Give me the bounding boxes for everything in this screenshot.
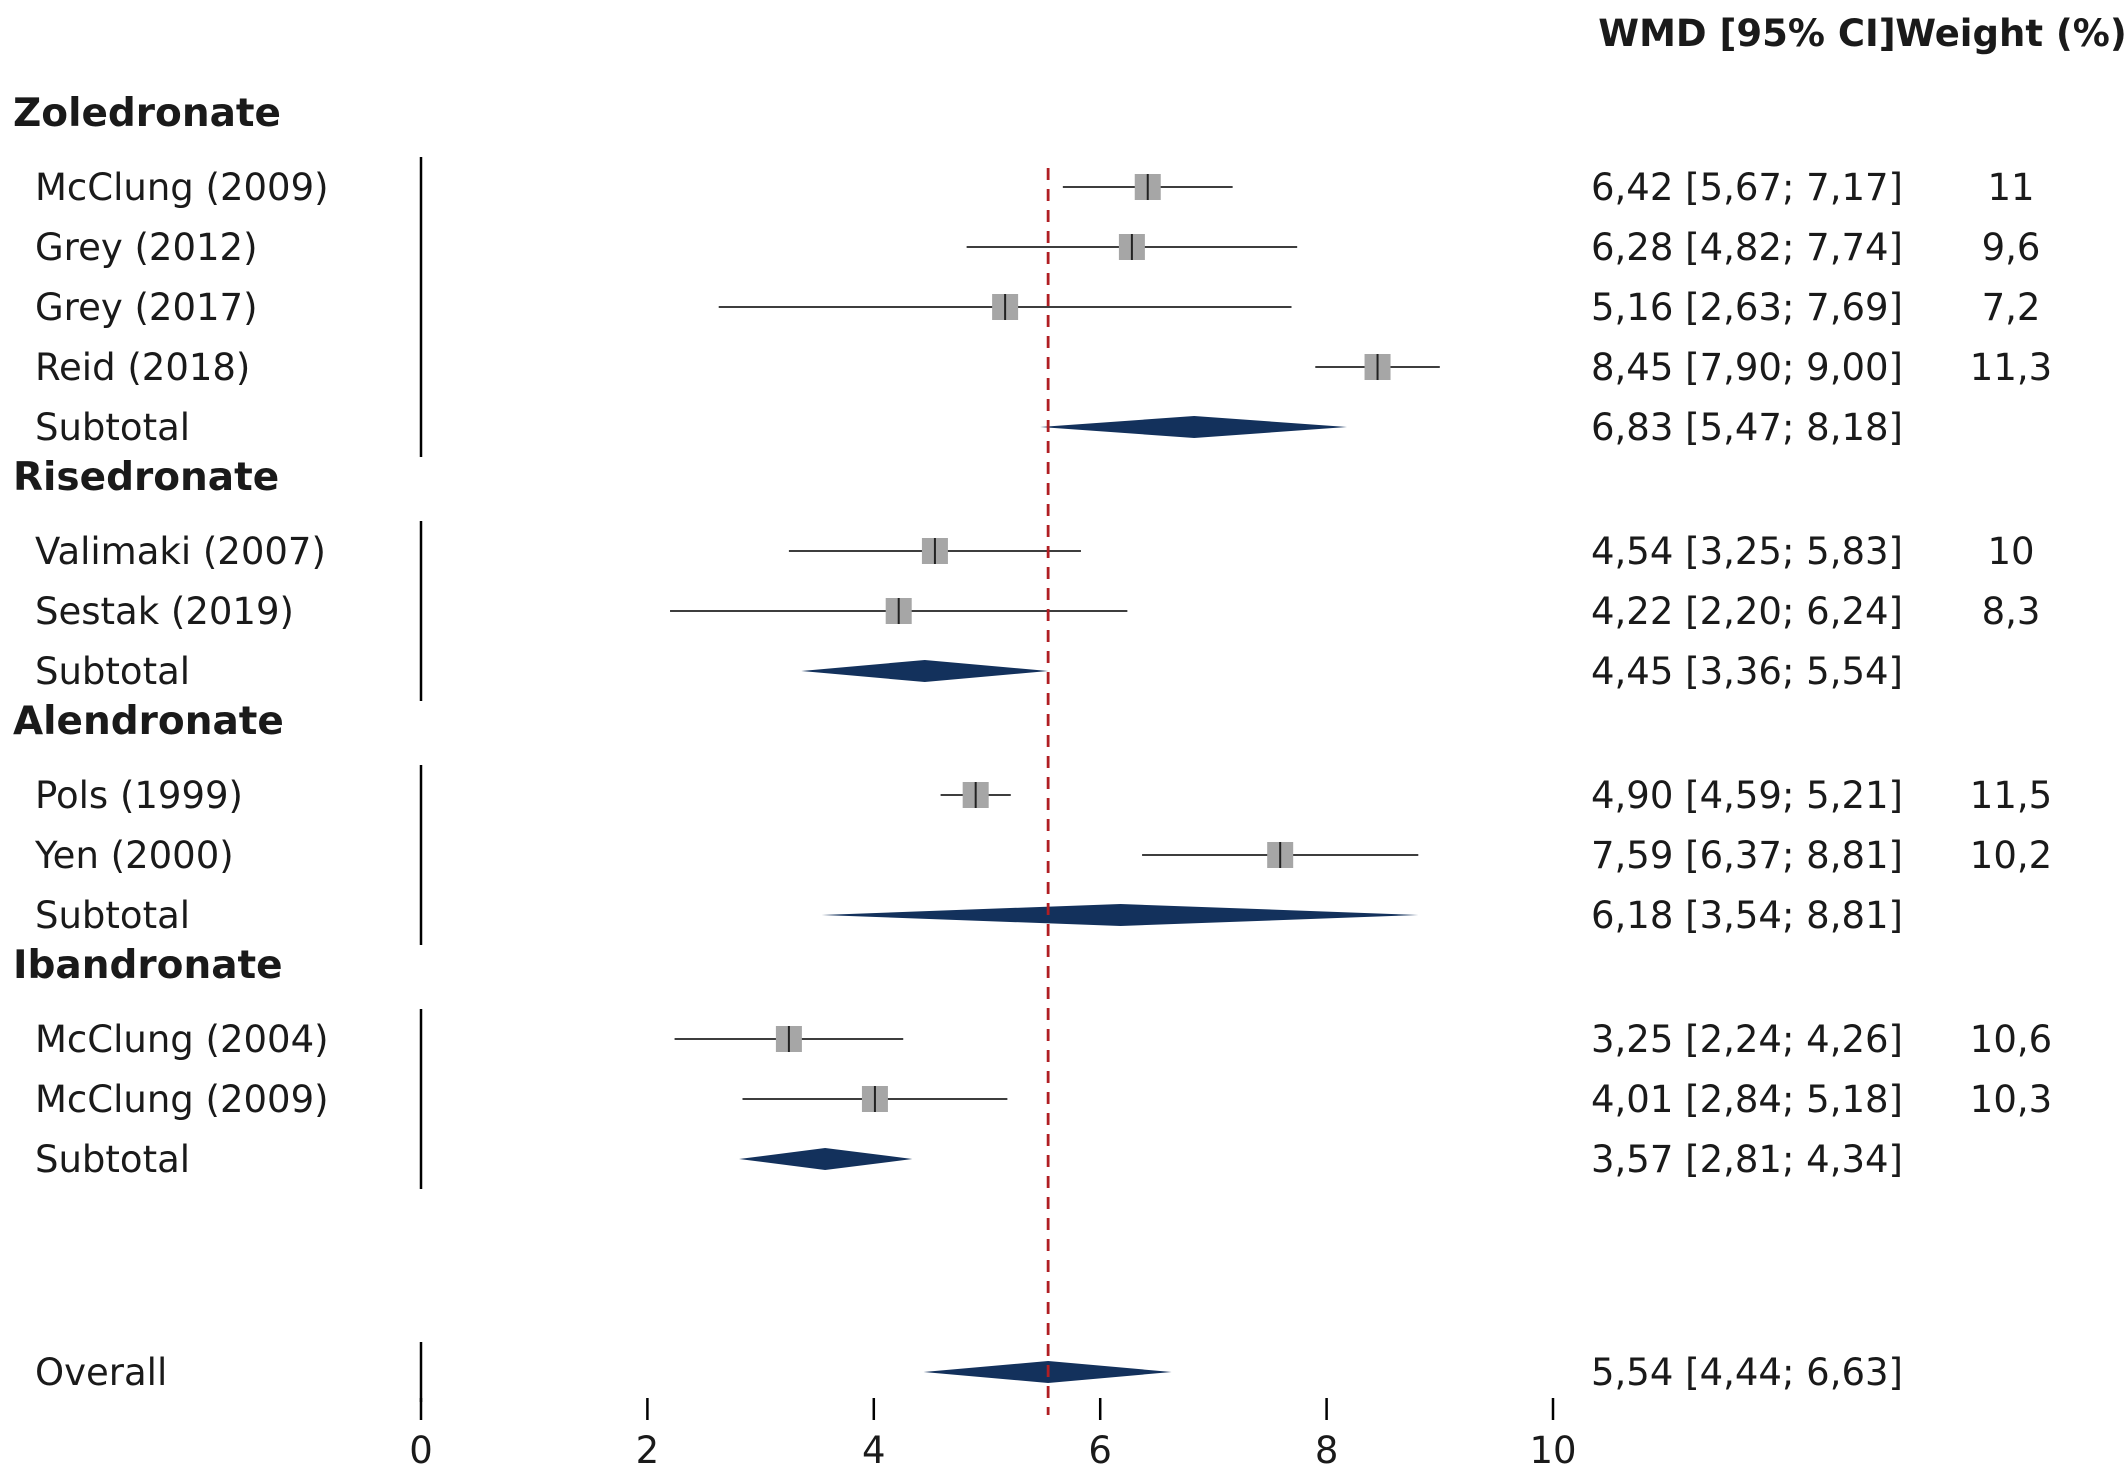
- subtotal-estimate-value: 6,18 [3,54; 8,81]: [1591, 894, 1903, 937]
- weight-value: 9,6: [1982, 226, 2041, 269]
- estimate-value: 6,28 [4,82; 7,74]: [1591, 226, 1903, 269]
- weight-value: 10,6: [1970, 1018, 2052, 1061]
- x-tick-label: 2: [636, 1429, 660, 1472]
- study-label: McClung (2004): [35, 1018, 329, 1061]
- group-header: Risedronate: [13, 455, 279, 500]
- overall-estimate-value: 5,54 [4,44; 6,63]: [1591, 1351, 1903, 1394]
- x-tick-label: 8: [1315, 1429, 1339, 1472]
- group-header: Alendronate: [13, 699, 284, 744]
- weight-value: 10,2: [1970, 834, 2052, 877]
- column-headers: WMD [95% CI] Weight (%): [1598, 12, 2126, 55]
- weight-value: 10: [1987, 530, 2034, 573]
- weight-value: 8,3: [1982, 590, 2041, 633]
- x-tick-label: 10: [1529, 1429, 1576, 1472]
- estimate-value: 3,25 [2,24; 4,26]: [1591, 1018, 1903, 1061]
- weight-value: 11,3: [1970, 346, 2052, 389]
- estimate-value: 8,45 [7,90; 9,00]: [1591, 346, 1903, 389]
- weight-value: 11,5: [1970, 774, 2052, 817]
- estimate-value: 5,16 [2,63; 7,69]: [1591, 286, 1903, 329]
- forest-rows: Zoledronate McClung (2009) 6,42 [5,67; 7,1…: [13, 91, 2052, 1415]
- study-label: Grey (2012): [35, 226, 258, 269]
- overall-label: Overall: [35, 1351, 167, 1394]
- subtotal-estimate-value: 4,45 [3,36; 5,54]: [1591, 650, 1903, 693]
- weight-value: 11: [1987, 166, 2034, 209]
- x-axis: 0 2 4 6 8 10: [409, 157, 1577, 1472]
- estimate-value: 4,90 [4,59; 5,21]: [1591, 774, 1903, 817]
- weight-value: 7,2: [1982, 286, 2041, 329]
- subtotal-diamond: [821, 904, 1419, 926]
- subtotal-estimate-value: 3,57 [2,81; 4,34]: [1591, 1138, 1903, 1181]
- estimate-value: 4,22 [2,20; 6,24]: [1591, 590, 1903, 633]
- estimate-value: 4,54 [3,25; 5,83]: [1591, 530, 1903, 573]
- subtotal-label: Subtotal: [35, 894, 190, 937]
- x-tick-label: 6: [1088, 1429, 1112, 1472]
- study-label: Reid (2018): [35, 346, 250, 389]
- study-label: McClung (2009): [35, 166, 329, 209]
- group-header: Zoledronate: [13, 91, 281, 136]
- estimate-value: 6,42 [5,67; 7,17]: [1591, 166, 1903, 209]
- subtotal-diamond: [739, 1148, 913, 1170]
- study-label: Grey (2017): [35, 286, 258, 329]
- subtotal-estimate-value: 6,83 [5,47; 8,18]: [1591, 406, 1903, 449]
- study-label: Yen (2000): [34, 834, 234, 877]
- subtotal-label: Subtotal: [35, 1138, 190, 1181]
- weight-column-header: Weight (%): [1895, 12, 2126, 55]
- estimate-value: 4,01 [2,84; 5,18]: [1591, 1078, 1903, 1121]
- subtotal-diamond: [1040, 416, 1347, 438]
- x-tick-label: 0: [409, 1429, 433, 1472]
- subtotal-label: Subtotal: [35, 650, 190, 693]
- weight-value: 10,3: [1970, 1078, 2052, 1121]
- estimate-value: 7,59 [6,37; 8,81]: [1591, 834, 1903, 877]
- estimate-column-header: WMD [95% CI]: [1598, 12, 1895, 55]
- study-label: Sestak (2019): [35, 590, 294, 633]
- study-label: Pols (1999): [35, 774, 243, 817]
- study-label: McClung (2009): [35, 1078, 329, 1121]
- group-header: Ibandronate: [13, 943, 283, 988]
- x-tick-label: 4: [862, 1429, 886, 1472]
- subtotal-diamond: [801, 660, 1049, 682]
- subtotal-label: Subtotal: [35, 406, 190, 449]
- study-label: Valimaki (2007): [35, 530, 326, 573]
